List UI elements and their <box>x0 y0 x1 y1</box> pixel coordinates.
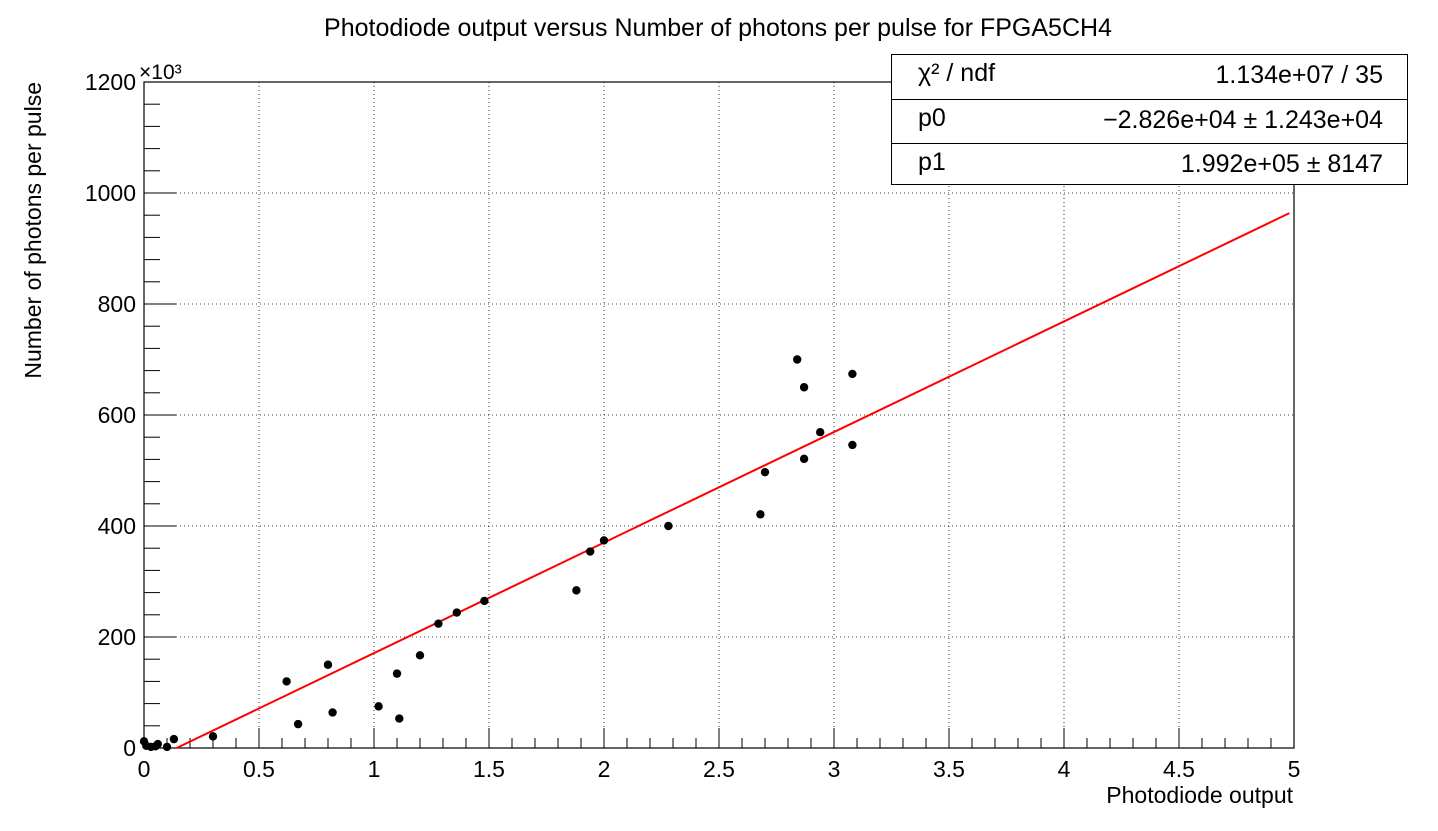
stats-value-chi2: 1.134e+07 / 35 <box>1215 61 1383 89</box>
stats-name-p0: p0 <box>918 104 946 132</box>
data-point <box>452 608 461 617</box>
x-tick-label: 4 <box>1058 756 1071 782</box>
fit-stats-box: χ² / ndf 1.134e+07 / 35 p0 −2.826e+04 ± … <box>891 54 1408 185</box>
data-point <box>415 651 425 660</box>
y-axis-label: Number of photons per pulse <box>20 82 46 379</box>
data-point <box>328 708 337 717</box>
y-tick-label: 0 <box>123 735 136 761</box>
data-point <box>799 454 809 464</box>
x-tick-label: 3.5 <box>933 756 965 782</box>
x-tick-label: 1.5 <box>473 756 505 782</box>
fit-line <box>176 212 1290 749</box>
stats-value-p1: 1.992e+05 ± 8147 <box>1180 150 1383 178</box>
data-point <box>664 521 673 531</box>
chart-title: Photodiode output versus Number of photo… <box>324 14 1112 42</box>
x-tick-label: 5 <box>1288 756 1301 782</box>
stats-value-p0: −2.826e+04 ± 1.243e+04 <box>1103 106 1383 134</box>
x-tick-label: 2.5 <box>703 756 735 782</box>
stats-row-chi2: χ² / ndf 1.134e+07 / 35 <box>892 55 1407 99</box>
data-point <box>392 669 402 678</box>
fit-layer <box>176 212 1290 749</box>
data-point <box>848 440 857 450</box>
data-point <box>480 596 489 606</box>
y-tick-label: 400 <box>98 513 136 539</box>
y-tick-label: 1000 <box>85 180 136 206</box>
data-point <box>599 536 609 545</box>
x-axis-label: Photodiode output <box>1106 782 1293 808</box>
data-point <box>293 719 303 729</box>
x-tick-label: 0.5 <box>243 756 275 782</box>
data-point <box>760 467 770 477</box>
data-point <box>572 586 581 595</box>
data-point <box>793 355 802 364</box>
x-tick-label: 1 <box>368 756 381 782</box>
stats-row-p0: p0 −2.826e+04 ± 1.243e+04 <box>892 99 1407 144</box>
stats-row-p1: p1 1.992e+05 ± 8147 <box>892 143 1407 188</box>
x-tick-label: 0 <box>138 756 151 782</box>
data-point <box>816 428 825 437</box>
data-point <box>799 383 809 392</box>
data-point <box>395 714 404 723</box>
y-tick-label: 1200 <box>85 69 136 95</box>
data-point <box>323 660 333 669</box>
x-tick-label: 4.5 <box>1163 756 1195 782</box>
y-tick-label: 600 <box>98 402 136 428</box>
stats-name-p1: p1 <box>918 148 946 176</box>
data-point <box>282 677 291 686</box>
x-tick-label: 3 <box>828 756 841 782</box>
data-point <box>848 369 857 379</box>
y-tick-label: 200 <box>98 624 136 650</box>
data-points <box>139 355 857 752</box>
data-point <box>169 734 179 744</box>
y-axis-exponent: ×10³ <box>139 61 182 84</box>
data-point <box>208 732 218 741</box>
data-point <box>756 510 765 519</box>
data-point <box>586 547 595 556</box>
data-point <box>434 619 443 628</box>
data-point <box>162 742 172 752</box>
stats-name-chi2: χ² / ndf <box>918 59 996 87</box>
data-point <box>374 702 383 711</box>
data-point <box>153 739 162 749</box>
y-tick-label: 800 <box>98 291 136 317</box>
x-tick-label: 2 <box>598 756 611 782</box>
axes: 0 0.5 1 1.5 2 2.5 3 3.5 4 4.5 5 0 200 400 600 800 1000 12… <box>85 69 1301 782</box>
